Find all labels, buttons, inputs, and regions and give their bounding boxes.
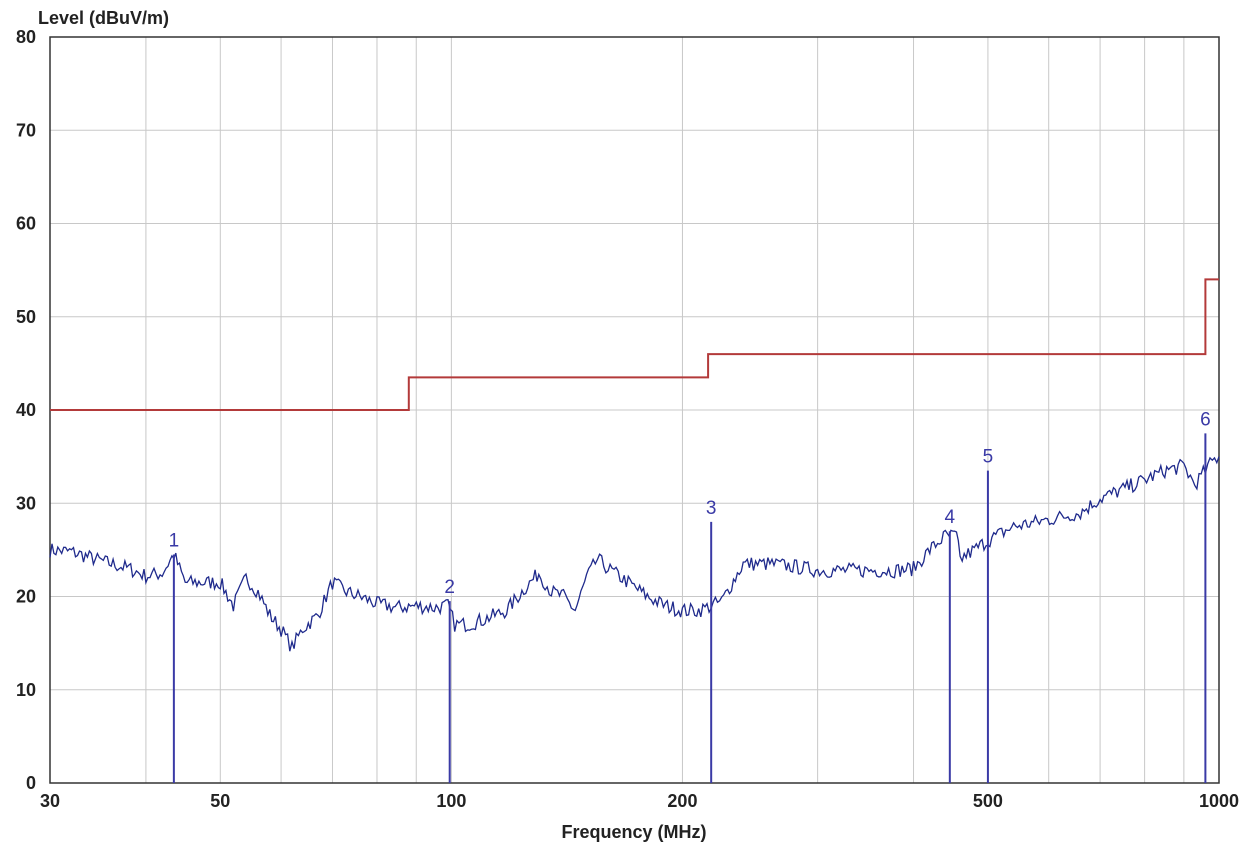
x-tick-label: 1000 bbox=[1199, 791, 1239, 811]
marker-label: 5 bbox=[983, 447, 994, 468]
y-axis-label: Level (dBuV/m) bbox=[38, 8, 169, 28]
x-tick-label: 50 bbox=[210, 791, 230, 811]
limit-line-layer bbox=[50, 278, 1219, 411]
y-tick-label: 80 bbox=[16, 27, 36, 47]
y-tick-label: 30 bbox=[16, 493, 36, 513]
x-axis-label: Frequency (MHz) bbox=[561, 822, 706, 842]
marker-label: 4 bbox=[945, 507, 956, 528]
x-tick-label: 500 bbox=[973, 791, 1003, 811]
marker-label: 3 bbox=[706, 498, 717, 519]
x-tick-labels: 30 50 100 200 500 1000 bbox=[40, 791, 1239, 811]
marker-label: 1 bbox=[169, 531, 180, 552]
trace-layer bbox=[49, 456, 1220, 652]
x-tick-label: 100 bbox=[436, 791, 466, 811]
y-tick-label: 40 bbox=[16, 400, 36, 420]
y-tick-label: 50 bbox=[16, 307, 36, 327]
measured-trace bbox=[49, 456, 1220, 652]
y-tick-label: 20 bbox=[16, 587, 36, 607]
y-tick-labels: 0 10 20 30 40 50 60 70 80 bbox=[16, 27, 36, 793]
x-tick-label: 30 bbox=[40, 791, 60, 811]
marker-label: 2 bbox=[444, 577, 455, 598]
y-tick-label: 60 bbox=[16, 214, 36, 234]
y-tick-label: 70 bbox=[16, 120, 36, 140]
marker-label: 6 bbox=[1200, 409, 1211, 430]
limit-line bbox=[50, 278, 1219, 411]
marker-layer: 1 2 3 4 5 6 bbox=[169, 409, 1211, 783]
y-tick-label: 0 bbox=[26, 773, 36, 793]
x-tick-label: 200 bbox=[667, 791, 697, 811]
y-tick-label: 10 bbox=[16, 680, 36, 700]
